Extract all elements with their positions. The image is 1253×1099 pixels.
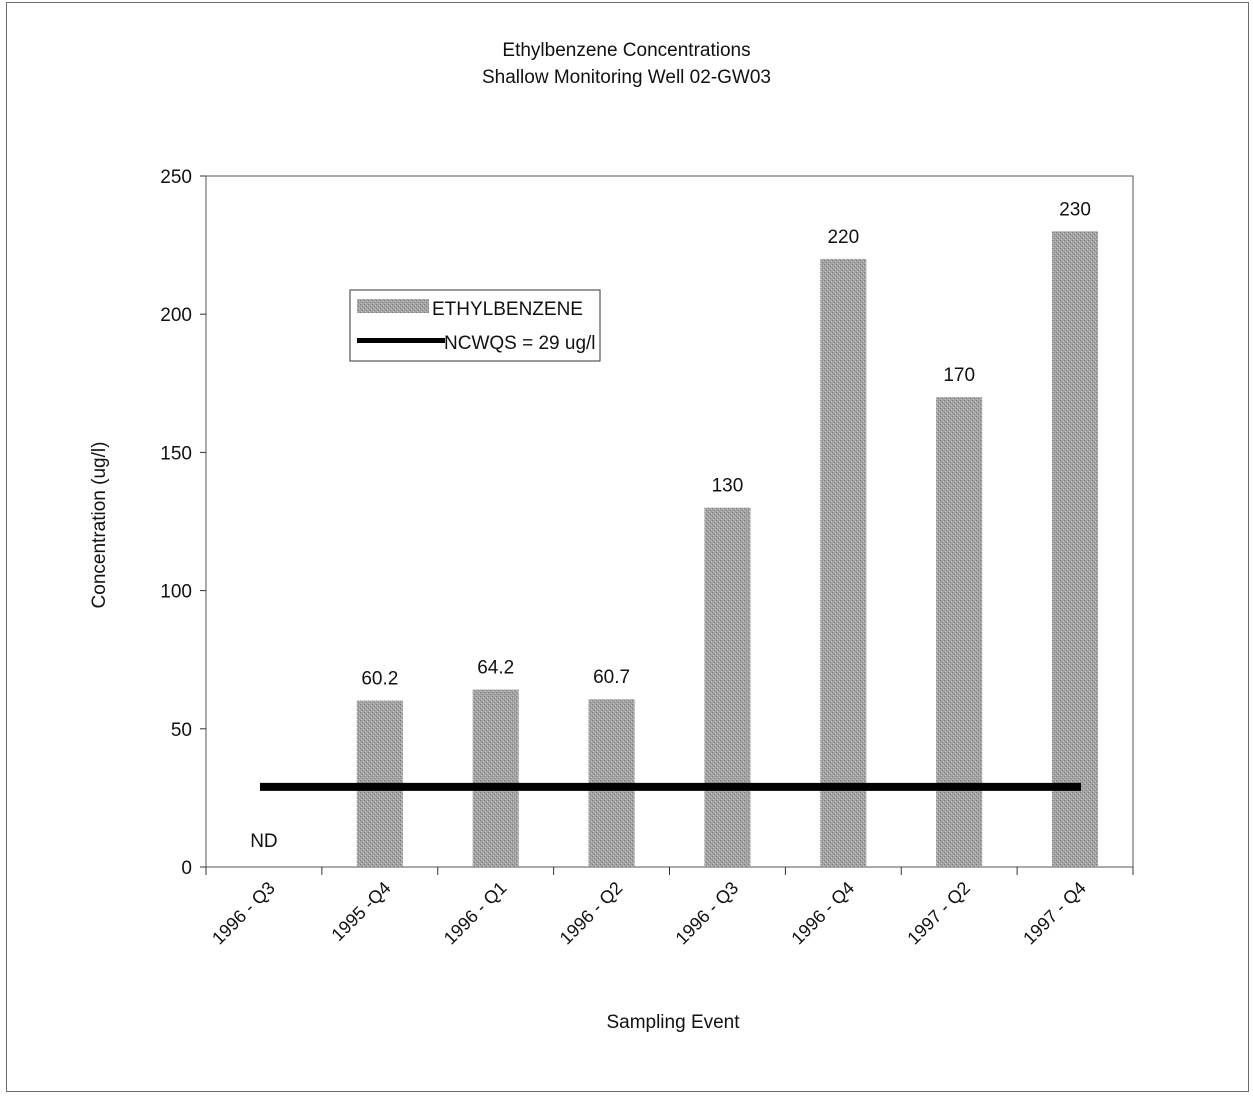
- data-label: 230: [1059, 199, 1091, 220]
- x-category-label: 1996 - Q1: [440, 878, 511, 949]
- y-tick-label: 100: [160, 582, 192, 603]
- data-label: 220: [827, 227, 859, 248]
- data-label: ND: [250, 831, 277, 852]
- y-tick-label: 200: [160, 305, 192, 326]
- x-category-label: 1996 - Q3: [672, 878, 743, 949]
- plot-area: [205, 175, 1134, 868]
- bar: [1052, 231, 1099, 867]
- x-category-label: 1995 -Q4: [327, 878, 394, 945]
- x-category-label: 1996 - Q2: [556, 878, 627, 949]
- legend-swatch-ethylbenzene: [357, 299, 429, 313]
- legend-swatch-ncwqs: [357, 338, 445, 343]
- data-label: 130: [712, 476, 744, 497]
- bar: [472, 689, 519, 867]
- bar: [820, 258, 867, 867]
- x-category-label: 1997 - Q2: [903, 878, 974, 949]
- y-axis-label: Concentration (ug/l): [89, 442, 110, 609]
- bar: [704, 507, 751, 867]
- x-axis-label: Sampling Event: [606, 1012, 740, 1033]
- y-tick-label: 150: [160, 443, 192, 464]
- data-label: 64.2: [477, 658, 514, 679]
- y-tick-label: 50: [171, 720, 192, 741]
- legend-label-ethylbenzene: ETHYLBENZENE: [432, 299, 583, 320]
- legend: ETHYLBENZENE NCWQS = 29 ug/l: [349, 289, 601, 362]
- bar: [936, 397, 983, 867]
- data-label: 60.7: [593, 667, 630, 688]
- data-label: 170: [943, 365, 975, 386]
- chart-frame: [6, 2, 1249, 1092]
- y-tick-label: 0: [181, 858, 192, 879]
- chart-subtitle: Shallow Monitoring Well 02-GW03: [482, 67, 771, 88]
- legend-label-ncwqs: NCWQS = 29 ug/l: [444, 333, 596, 354]
- x-category-label: 1996 - Q3: [208, 878, 279, 949]
- x-category-label: 1996 - Q4: [787, 878, 858, 949]
- data-label: 60.2: [361, 669, 398, 690]
- y-tick-label: 250: [160, 167, 192, 188]
- chart-title: Ethylbenzene Concentrations: [502, 40, 751, 61]
- x-category-label: 1997 - Q4: [1019, 878, 1090, 949]
